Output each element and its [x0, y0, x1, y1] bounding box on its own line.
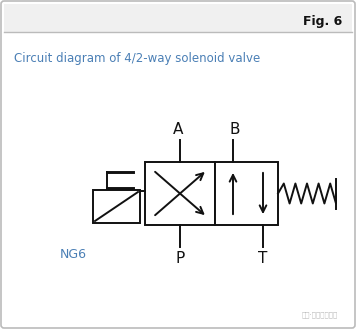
Text: NG6: NG6: [60, 248, 87, 261]
Text: P: P: [176, 251, 185, 266]
Text: Fig. 6: Fig. 6: [303, 15, 342, 29]
Bar: [93, 190, 140, 223]
Bar: [215, 162, 278, 225]
Text: T: T: [258, 251, 268, 266]
Bar: [145, 162, 215, 225]
Text: B: B: [230, 122, 240, 137]
Text: Circuit diagram of 4/2-way solenoid valve: Circuit diagram of 4/2-way solenoid valv…: [14, 52, 260, 65]
Text: 积连·积道于乐于心: 积连·积道于乐于心: [302, 311, 338, 318]
Text: A: A: [173, 122, 183, 137]
Bar: [4, 4, 352, 32]
